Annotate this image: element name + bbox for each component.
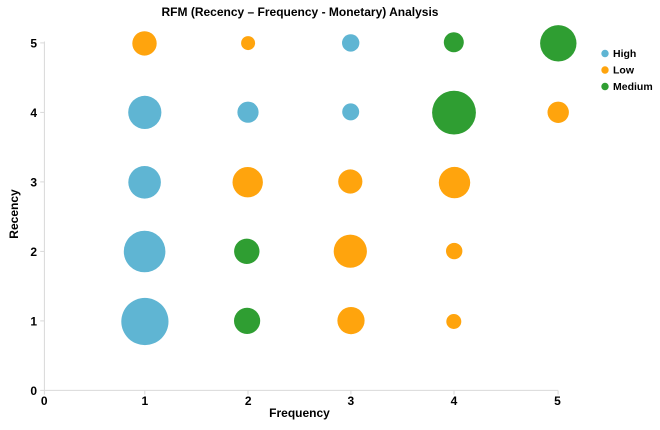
- svg-text:1: 1: [30, 315, 37, 329]
- svg-text:0: 0: [30, 384, 37, 398]
- svg-text:Medium: Medium: [613, 81, 653, 93]
- svg-text:2: 2: [30, 245, 37, 259]
- svg-text:5: 5: [30, 37, 37, 51]
- svg-text:Recency: Recency: [7, 189, 21, 239]
- svg-text:3: 3: [348, 394, 355, 408]
- svg-text:3: 3: [30, 176, 37, 190]
- svg-text:4: 4: [451, 394, 458, 408]
- svg-text:1: 1: [141, 394, 148, 408]
- svg-text:5: 5: [554, 394, 561, 408]
- svg-text:0: 0: [41, 394, 48, 408]
- svg-text:Frequency: Frequency: [269, 406, 330, 420]
- svg-text:4: 4: [30, 106, 37, 120]
- svg-text:2: 2: [245, 394, 252, 408]
- svg-text:Low: Low: [613, 65, 635, 77]
- svg-text:High: High: [613, 48, 636, 60]
- svg-text:RFM (Recency – Frequency - Mon: RFM (Recency – Frequency - Monetary) Ana…: [162, 5, 439, 19]
